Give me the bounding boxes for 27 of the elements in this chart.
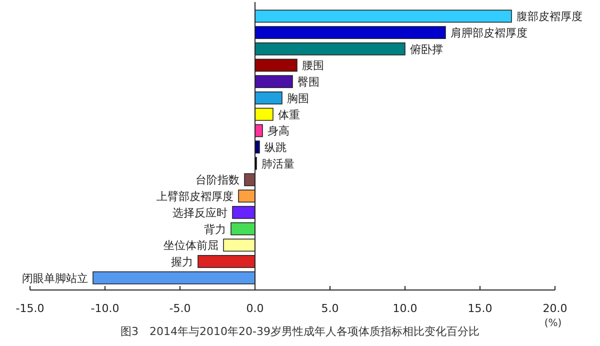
y-tick-label: 俯卧撑	[410, 42, 443, 56]
x-tick-label: 5.0	[321, 302, 339, 315]
y-tick-label: 纵跳	[264, 141, 286, 154]
x-tick-label: 15.0	[468, 302, 492, 315]
y-tick-label: 闭眼单脚站立	[22, 272, 88, 285]
x-axis-title: (%)	[544, 318, 562, 329]
y-tick-label: 腰围	[302, 59, 324, 72]
y-tick-label: 握力	[171, 255, 193, 268]
y-tick-label: 体重	[278, 108, 300, 122]
x-tick-label: 10.0	[392, 302, 418, 315]
y-tick-label: 坐位体前屈	[164, 239, 218, 252]
text: 图3 2014年与2010年20-39岁男性成年人各项体质指标相比变化百分比	[120, 325, 480, 338]
x-tick-label: 0.0	[246, 302, 264, 315]
y-tick-label: 肩胛部皮褶厚度	[450, 26, 528, 40]
y-tick-label: 臀围	[298, 76, 320, 89]
x-tick-label: 20.0	[542, 302, 568, 315]
y-tick-label: 上臂部皮褶厚度	[156, 190, 234, 204]
y-tick-label: 选择反应时	[172, 206, 228, 220]
y-tick-label: 胸围	[287, 92, 309, 105]
y-tick-label: 身高	[268, 124, 290, 138]
y-tick-label: 台阶指数	[196, 174, 240, 187]
x-tick-label: -5.0	[169, 302, 191, 315]
y-tick-label: 背力	[204, 222, 226, 236]
x-tick-label: -15.0	[16, 302, 44, 315]
x-tick-label: -10.0	[90, 302, 120, 315]
y-tick-label: 肺活量	[262, 157, 294, 170]
y-tick-label: 腹部皮褶厚度	[516, 10, 582, 24]
